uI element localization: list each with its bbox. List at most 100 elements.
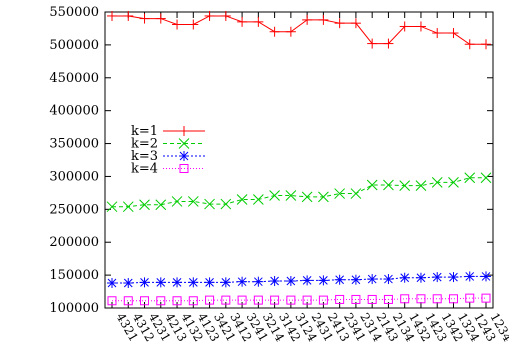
data-point — [253, 277, 263, 287]
data-point — [319, 276, 328, 285]
data-point — [140, 277, 149, 287]
data-point — [464, 172, 476, 184]
data-point — [334, 188, 346, 199]
plot-axes: 100000 150000 200000 250000 300000 350000 4000… — [49, 5, 509, 344]
data-point — [205, 277, 214, 287]
data-point — [400, 294, 410, 304]
data-point — [155, 199, 167, 211]
data-point — [270, 295, 280, 305]
data-point — [351, 294, 361, 304]
data-point — [432, 272, 442, 282]
data-point — [171, 196, 183, 207]
legend-label: k=3 — [131, 149, 158, 164]
data-point — [302, 276, 312, 285]
data-point — [481, 293, 491, 303]
data-point — [302, 295, 312, 305]
data-point — [350, 188, 362, 199]
data-point — [123, 278, 133, 288]
legend-label: k=2 — [131, 137, 158, 152]
series-group — [106, 10, 492, 306]
data-point — [122, 201, 134, 213]
series-line — [112, 297, 486, 302]
legend-marker — [179, 164, 189, 173]
data-point — [237, 295, 247, 305]
y-tick-label: 200000 — [49, 235, 99, 250]
data-point — [286, 276, 296, 286]
data-point — [351, 275, 361, 285]
data-point — [318, 295, 328, 305]
series-line — [112, 15, 486, 45]
data-point — [431, 177, 443, 188]
data-point — [172, 277, 182, 287]
data-point — [367, 274, 377, 284]
y-tick-label: 400000 — [49, 104, 99, 119]
data-point — [286, 295, 296, 305]
legend-marker — [178, 138, 190, 149]
data-point — [140, 296, 150, 306]
data-point — [448, 177, 459, 188]
data-point — [252, 194, 264, 205]
data-point — [205, 295, 215, 305]
data-point — [188, 296, 198, 306]
data-point — [107, 296, 117, 306]
data-point — [107, 278, 117, 288]
data-point — [123, 296, 133, 306]
data-point — [384, 274, 393, 284]
data-point — [335, 294, 345, 304]
data-point — [237, 277, 247, 287]
plot-frame — [104, 11, 494, 309]
series-line — [112, 275, 486, 284]
data-point — [220, 198, 232, 210]
series-3 — [107, 271, 491, 289]
series-1 — [107, 10, 491, 50]
data-point — [432, 294, 442, 304]
data-point — [301, 191, 313, 203]
data-point — [221, 295, 231, 305]
data-point — [400, 273, 410, 283]
data-point — [204, 198, 215, 210]
data-point — [270, 276, 279, 286]
data-point — [187, 196, 199, 207]
y-tick-label: 250000 — [49, 202, 99, 217]
data-point — [318, 191, 329, 203]
data-point — [449, 272, 458, 282]
data-point — [416, 273, 426, 283]
data-point — [172, 296, 182, 306]
data-point — [106, 201, 118, 213]
data-point — [465, 272, 475, 281]
data-point — [156, 296, 166, 306]
data-point — [253, 295, 263, 305]
legend: k=1k=2k=3k=4 — [131, 124, 205, 177]
y-tick-label: 300000 — [49, 169, 99, 184]
legend-label: k=4 — [131, 162, 158, 177]
data-point — [156, 277, 166, 287]
legend-label: k=1 — [131, 124, 158, 139]
series-4 — [107, 293, 491, 306]
series-2 — [106, 172, 492, 213]
data-point — [221, 277, 231, 287]
data-point — [236, 194, 248, 205]
data-point — [383, 179, 394, 191]
data-point — [366, 179, 378, 191]
series-line — [112, 177, 486, 208]
data-point — [399, 180, 411, 192]
y-tick-label: 350000 — [49, 137, 99, 152]
data-point — [415, 180, 427, 192]
data-point — [465, 293, 475, 303]
data-point — [269, 190, 280, 201]
legend-marker — [179, 151, 189, 161]
y-tick-label: 450000 — [49, 71, 99, 86]
data-point — [139, 199, 150, 211]
data-point — [285, 190, 297, 201]
data-point — [335, 275, 345, 285]
y-tick-label: 550000 — [49, 5, 99, 20]
data-point — [448, 294, 458, 304]
data-point — [416, 294, 426, 304]
data-point — [481, 272, 491, 281]
y-tick-label: 500000 — [49, 38, 99, 53]
data-point — [480, 172, 492, 184]
data-point — [367, 294, 377, 304]
data-point — [188, 277, 198, 287]
data-point — [383, 294, 393, 304]
